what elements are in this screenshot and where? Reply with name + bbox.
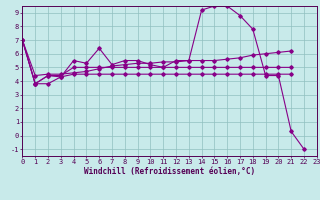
X-axis label: Windchill (Refroidissement éolien,°C): Windchill (Refroidissement éolien,°C) (84, 167, 255, 176)
